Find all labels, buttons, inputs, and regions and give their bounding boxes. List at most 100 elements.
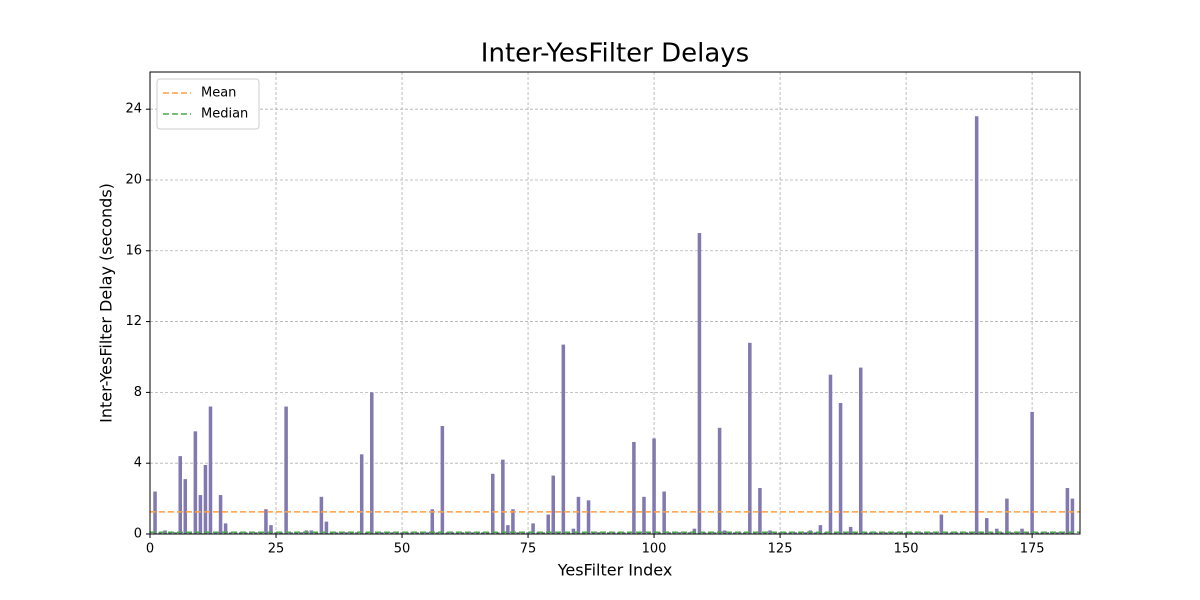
bar — [858, 367, 863, 534]
bar — [944, 532, 949, 534]
bar — [334, 532, 339, 534]
bar — [677, 532, 682, 534]
bar — [531, 523, 535, 534]
bar — [228, 532, 233, 534]
bar — [491, 473, 495, 534]
bar — [848, 526, 853, 534]
bar — [410, 532, 414, 534]
bar — [632, 441, 636, 534]
bar — [959, 532, 964, 534]
bar — [990, 532, 994, 534]
bar — [551, 475, 556, 534]
bar — [556, 532, 561, 534]
bar — [833, 532, 838, 534]
bar — [1060, 532, 1065, 534]
bar — [954, 532, 959, 534]
bar — [359, 454, 364, 534]
bar — [1045, 532, 1049, 534]
bar — [722, 530, 727, 534]
bar — [606, 532, 611, 534]
bar — [274, 532, 278, 534]
bar — [526, 532, 530, 534]
bar — [838, 403, 843, 534]
bar — [617, 532, 621, 534]
chart-title: Inter-YesFilter Delays — [481, 39, 749, 69]
bar — [853, 532, 858, 534]
bar — [249, 532, 253, 534]
bar — [884, 532, 888, 534]
bar — [652, 438, 656, 534]
y-tick-label: 12 — [125, 314, 142, 329]
bar — [712, 532, 717, 534]
bar — [430, 509, 435, 534]
bar — [380, 532, 384, 534]
bar — [788, 532, 792, 534]
x-tick-label: 125 — [768, 542, 793, 557]
bar — [435, 532, 440, 534]
bar — [964, 532, 969, 534]
bar — [737, 532, 742, 534]
bar — [541, 532, 545, 534]
bar — [1000, 532, 1004, 534]
bar — [576, 496, 581, 534]
bar — [168, 532, 172, 534]
bar — [1005, 498, 1009, 534]
bar — [793, 532, 797, 534]
plot-frame — [149, 71, 1081, 535]
bar — [153, 491, 157, 534]
bar — [546, 514, 550, 534]
bar — [773, 532, 777, 534]
y-tick-label: 16 — [125, 243, 142, 258]
bar — [501, 459, 505, 534]
bar — [657, 532, 661, 534]
bar — [218, 495, 223, 534]
bar — [702, 532, 707, 534]
bar — [289, 532, 293, 534]
bar — [874, 532, 878, 534]
bar — [1040, 532, 1044, 534]
bar — [193, 431, 198, 534]
bar — [929, 532, 934, 534]
bar — [974, 116, 979, 535]
bar — [370, 392, 374, 534]
bar — [637, 532, 641, 534]
bar — [732, 532, 737, 534]
bar — [460, 532, 465, 534]
bar — [828, 374, 833, 534]
bar — [485, 532, 490, 534]
bar — [173, 532, 177, 534]
bar — [158, 532, 162, 534]
bar — [813, 532, 818, 534]
bar — [480, 532, 485, 534]
bar — [1070, 498, 1075, 534]
bar — [1035, 532, 1039, 534]
bar — [294, 532, 298, 534]
bar — [279, 532, 283, 534]
bar — [984, 518, 989, 534]
bar — [244, 532, 248, 534]
bar — [440, 426, 445, 534]
legend-label: Mean — [201, 86, 236, 101]
bar — [995, 528, 999, 534]
y-tick-label: 24 — [125, 102, 142, 117]
bar — [203, 464, 208, 534]
bar — [455, 532, 460, 534]
bar — [707, 532, 712, 534]
bar — [188, 532, 193, 534]
bar — [667, 532, 671, 534]
bar — [314, 532, 319, 534]
bar — [571, 528, 576, 534]
bar — [364, 532, 369, 534]
bar — [909, 532, 913, 534]
bar — [904, 532, 908, 534]
bar — [924, 532, 929, 534]
x-tick-label: 150 — [894, 542, 919, 557]
bar — [506, 525, 510, 534]
bar — [344, 532, 349, 534]
x-tick-label: 0 — [146, 542, 154, 557]
bar — [420, 532, 424, 534]
bar — [778, 532, 782, 534]
x-tick-label: 175 — [1020, 542, 1045, 557]
bar — [864, 532, 868, 534]
